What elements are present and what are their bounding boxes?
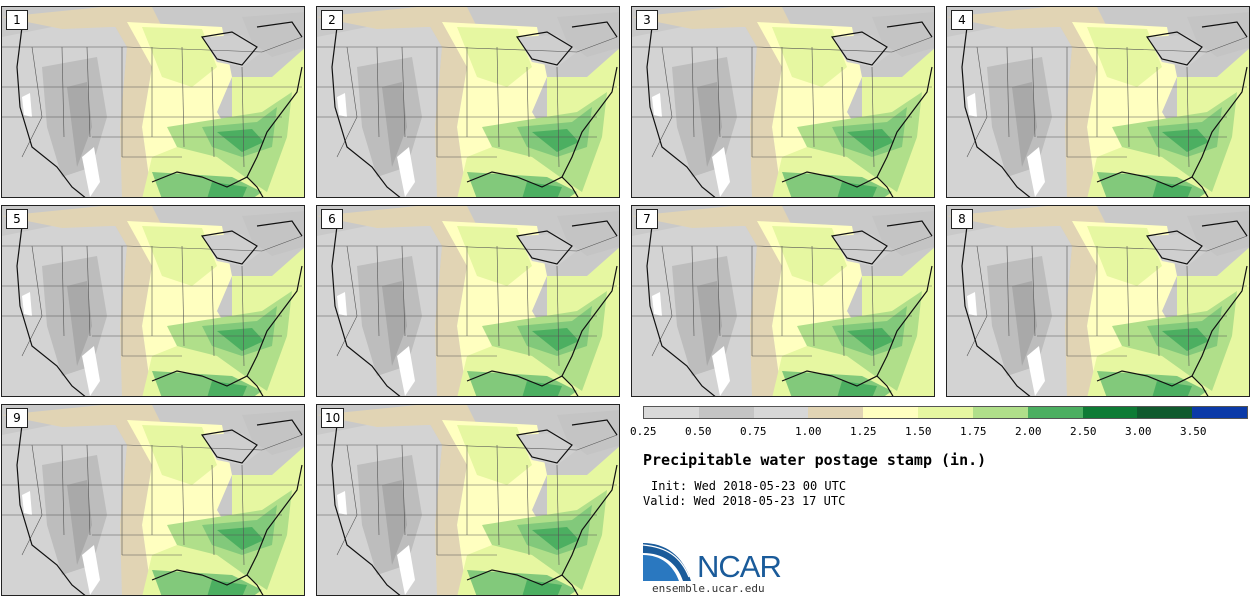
member-number: 10 [321,408,345,428]
stamp-panel-10: 10 [316,404,620,596]
colorbar-tick-label: 2.00 [1015,425,1042,438]
member-number: 1 [6,10,28,30]
map-image [317,405,620,596]
colorbar-tick-label: 0.75 [740,425,767,438]
stamp-panel-9: 9 [1,404,305,596]
site-url: ensemble.ucar.edu [652,582,765,595]
member-number: 4 [951,10,973,30]
colorbar-swatch-7 [1027,407,1083,418]
colorbar-swatch-6 [972,407,1028,418]
map-image [947,7,1250,198]
colorbar-tick-label: 2.50 [1070,425,1097,438]
member-number: 6 [321,209,343,229]
map-image [632,206,935,397]
colorbar-tick-label: 1.75 [960,425,987,438]
member-number: 8 [951,209,973,229]
init-time: Init: Wed 2018-05-23 00 UTC [651,479,847,493]
stamp-panel-6: 6 [316,205,620,397]
colorbar-tick-label: 3.50 [1180,425,1207,438]
member-number: 9 [6,408,28,428]
colorbar-tick-label: 3.00 [1125,425,1152,438]
colorbar-swatch-8 [1082,407,1138,418]
member-number: 5 [6,209,28,229]
colorbar-swatch-4 [863,407,919,418]
stamp-panel-8: 8 [946,205,1250,397]
map-image [632,7,935,198]
colorbar-tick-label: 0.25 [630,425,657,438]
map-image [2,206,305,397]
colorbar-ticks: 0.25 0.50 0.75 1.00 1.25 1.50 1.75 2.00 2.50 3.00… [630,425,1250,439]
map-image [317,7,620,198]
colorbar-swatch-10 [1192,407,1247,418]
stamp-panel-1: 1 [1,6,305,198]
member-number: 3 [636,10,658,30]
map-image [947,206,1250,397]
map-image [2,7,305,198]
stamp-panel-3: 3 [631,6,935,198]
valid-time: Valid: Wed 2018-05-23 17 UTC [643,494,846,508]
stamp-panel-4: 4 [946,6,1250,198]
colorbar-swatch-2 [753,407,809,418]
colorbar-tick-label: 1.25 [850,425,877,438]
colorbar-swatch-5 [918,407,973,418]
member-number: 2 [321,10,343,30]
ncar-logo-icon [643,543,691,581]
colorbar-tick-label: 0.50 [685,425,712,438]
colorbar-swatch-3 [808,407,864,418]
stamp-panel-5: 5 [1,205,305,397]
map-image [317,206,620,397]
member-number: 7 [636,209,658,229]
colorbar [643,406,1248,419]
stamp-panel-2: 2 [316,6,620,198]
colorbar-swatch-9 [1137,407,1193,418]
colorbar-tick-label: 1.00 [795,425,822,438]
map-image [2,405,305,596]
colorbar-swatch-0 [644,407,699,418]
colorbar-tick-label: 1.50 [905,425,932,438]
ncar-wordmark: NCAR [697,549,782,584]
chart-title: Precipitable water postage stamp (in.) [643,451,987,469]
stamp-panel-7: 7 [631,205,935,397]
colorbar-swatch-1 [698,407,754,418]
